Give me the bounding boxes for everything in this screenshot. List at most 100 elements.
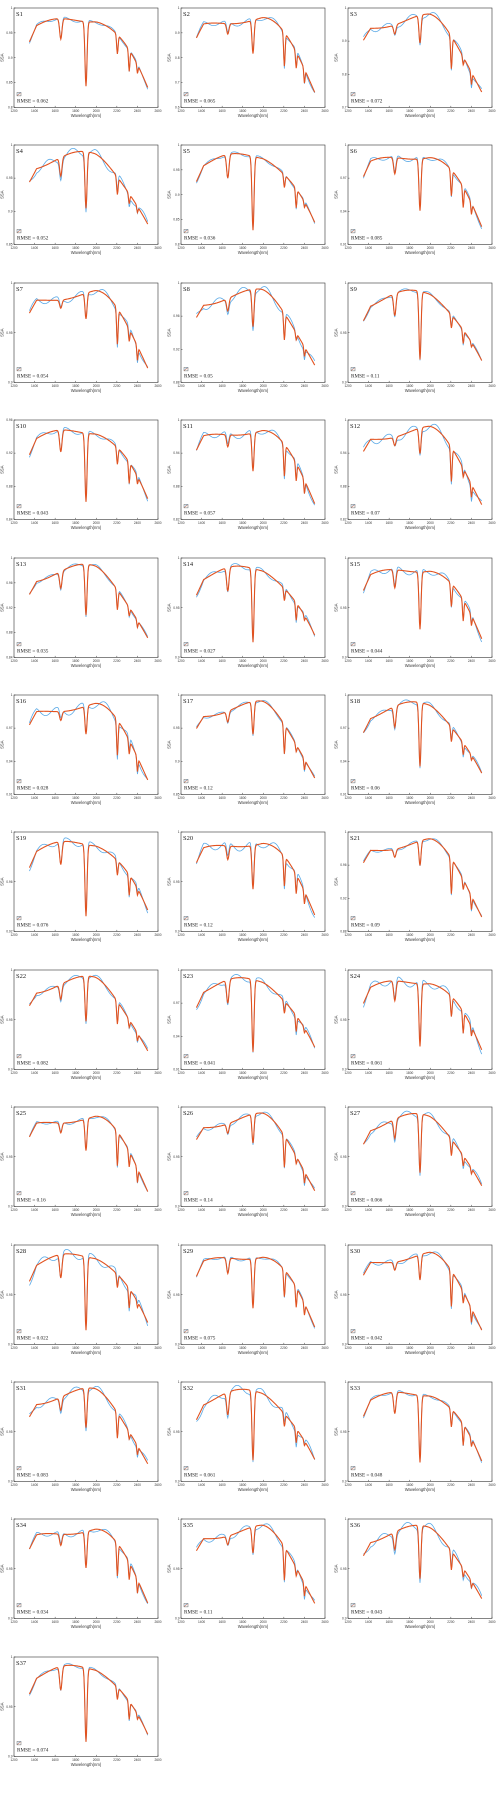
fitted-series-line bbox=[362, 568, 483, 639]
x-tick-label: 1400 bbox=[31, 1758, 38, 1762]
rmse-label: RMSE = 0.061 bbox=[184, 1472, 216, 1478]
fitted-series-line bbox=[28, 1252, 149, 1330]
x-tick-label: 1600 bbox=[52, 246, 59, 250]
x-tick-label: 1200 bbox=[177, 658, 184, 662]
x-tick-label: 2200 bbox=[447, 933, 454, 937]
y-tick-label: 0.92 bbox=[6, 451, 12, 455]
chart-svg-s33: 1200 1400 1600 1800 2000 2200 2400 2600 0.9 0.95 1… bbox=[334, 1380, 496, 1492]
legend-icon bbox=[183, 641, 189, 646]
rmse-label: RMSE = 0.09 bbox=[351, 923, 380, 929]
measured-series-line bbox=[196, 17, 316, 94]
x-tick-label: 1600 bbox=[386, 246, 393, 250]
y-tick-label: 0.92 bbox=[173, 347, 179, 351]
rmse-label: RMSE = 0.072 bbox=[351, 98, 383, 104]
x-axis-label: Wavelength(nm) bbox=[405, 113, 436, 118]
x-tick-label: 2000 bbox=[260, 658, 267, 662]
rmse-label: RMSE = 0.044 bbox=[351, 648, 383, 654]
y-tick-label: 0.95 bbox=[173, 1155, 179, 1159]
x-tick-label: 2000 bbox=[260, 384, 267, 388]
x-tick-label: 1600 bbox=[219, 384, 226, 388]
y-tick-label: 0.95 bbox=[340, 1430, 346, 1434]
legend-icon bbox=[16, 779, 22, 784]
legend-icon bbox=[16, 641, 22, 646]
x-axis-label: Wavelength(nm) bbox=[71, 800, 102, 805]
x-tick-label: 1400 bbox=[198, 933, 205, 937]
x-tick-label: 2200 bbox=[113, 796, 120, 800]
y-axis-label: SSA bbox=[334, 328, 339, 337]
plot-frame bbox=[13, 557, 159, 658]
y-tick-label: 0.95 bbox=[173, 168, 179, 172]
x-tick-label: 2200 bbox=[447, 384, 454, 388]
legend-icon bbox=[183, 779, 189, 784]
x-tick-label: 1400 bbox=[31, 521, 38, 525]
x-tick-label: 1200 bbox=[177, 246, 184, 250]
y-tick-label: 0.8 bbox=[8, 105, 13, 109]
measured-series-line bbox=[196, 842, 316, 919]
y-axis-label: SSA bbox=[0, 1565, 5, 1574]
y-tick-label: 0.94 bbox=[173, 1034, 179, 1038]
x-tick-label: 2400 bbox=[301, 1620, 308, 1624]
x-tick-label: 2400 bbox=[301, 796, 308, 800]
y-tick-label: 0.88 bbox=[173, 485, 179, 489]
x-tick-label: 1400 bbox=[31, 384, 38, 388]
x-tick-label: 2000 bbox=[260, 1345, 267, 1349]
rmse-label: RMSE = 0.054 bbox=[17, 373, 49, 379]
x-tick-label: 2600 bbox=[154, 796, 161, 800]
legend-icon bbox=[16, 92, 22, 97]
x-tick-label: 1400 bbox=[198, 658, 205, 662]
chart-svg-s2: 1200 1400 1600 1800 2000 2200 2400 2600 0.6 0.7 0.… bbox=[167, 6, 329, 118]
y-tick-label: 0.92 bbox=[340, 897, 346, 901]
x-tick-label: 2000 bbox=[427, 1483, 434, 1487]
x-tick-label: 2200 bbox=[447, 658, 454, 662]
x-tick-label: 1800 bbox=[406, 1208, 413, 1212]
y-tick-label: 0.82 bbox=[173, 518, 179, 522]
panel-id-label: S36 bbox=[350, 1522, 361, 1529]
panel-id-label: S29 bbox=[183, 1248, 193, 1255]
chart-panel-s5: 1200 1400 1600 1800 2000 2200 2400 2600 0.8 0.85 0… bbox=[167, 139, 329, 268]
y-tick-label: 1 bbox=[345, 693, 347, 697]
x-tick-label: 2400 bbox=[301, 658, 308, 662]
x-tick-label: 1400 bbox=[198, 384, 205, 388]
x-axis-label: Wavelength(nm) bbox=[238, 800, 269, 805]
rmse-label: RMSE = 0.061 bbox=[351, 1060, 383, 1066]
fitted-series-line bbox=[362, 289, 483, 361]
x-tick-label: 2000 bbox=[260, 1071, 267, 1075]
y-tick-label: 1 bbox=[345, 143, 347, 147]
x-axis-label: Wavelength(nm) bbox=[405, 1075, 436, 1080]
x-tick-label: 1200 bbox=[177, 1208, 184, 1212]
x-tick-label: 2000 bbox=[427, 796, 434, 800]
x-tick-label: 2600 bbox=[154, 384, 161, 388]
x-tick-label: 2000 bbox=[427, 1620, 434, 1624]
y-axis-label: SSA bbox=[167, 53, 172, 62]
x-tick-label: 1400 bbox=[198, 1620, 205, 1624]
x-axis-label: Wavelength(nm) bbox=[71, 525, 102, 530]
plot-frame bbox=[13, 282, 159, 383]
y-tick-label: 0.9 bbox=[8, 1754, 13, 1758]
plot-frame bbox=[13, 1381, 159, 1482]
y-tick-label: 0.6 bbox=[175, 105, 180, 109]
x-tick-label: 1600 bbox=[219, 1208, 226, 1212]
x-tick-label: 1400 bbox=[198, 1483, 205, 1487]
fitted-series-line bbox=[195, 976, 316, 1052]
x-tick-label: 2400 bbox=[468, 658, 475, 662]
y-tick-label: 1 bbox=[345, 1243, 347, 1247]
x-tick-label: 2400 bbox=[134, 1208, 141, 1212]
y-tick-label: 0.9 bbox=[175, 759, 180, 763]
x-tick-label: 2200 bbox=[280, 658, 287, 662]
legend-icon bbox=[183, 504, 189, 509]
y-tick-label: 0.97 bbox=[340, 726, 346, 730]
chart-svg-s31: 1200 1400 1600 1800 2000 2200 2400 2600 0.9 0.95 1… bbox=[0, 1380, 162, 1492]
plot-frame bbox=[13, 694, 159, 795]
y-tick-label: 0.96 bbox=[6, 418, 12, 422]
x-tick-label: 1400 bbox=[365, 246, 372, 250]
legend-icon bbox=[350, 504, 356, 509]
y-tick-label: 1 bbox=[11, 693, 13, 697]
y-tick-label: 0.91 bbox=[6, 792, 12, 796]
x-tick-label: 1400 bbox=[365, 1345, 372, 1349]
y-tick-label: 0.9 bbox=[175, 1617, 180, 1621]
chart-svg-s9: 1200 1400 1600 1800 2000 2200 2400 2600 0.9 0.95 1… bbox=[334, 281, 496, 393]
chart-panel-s30: 1200 1400 1600 1800 2000 2200 2400 2600 0.9 0.95 1… bbox=[334, 1239, 496, 1368]
panel-id-label: S20 bbox=[183, 835, 193, 842]
x-tick-label: 1600 bbox=[386, 109, 393, 113]
panel-id-label: S14 bbox=[183, 561, 194, 568]
